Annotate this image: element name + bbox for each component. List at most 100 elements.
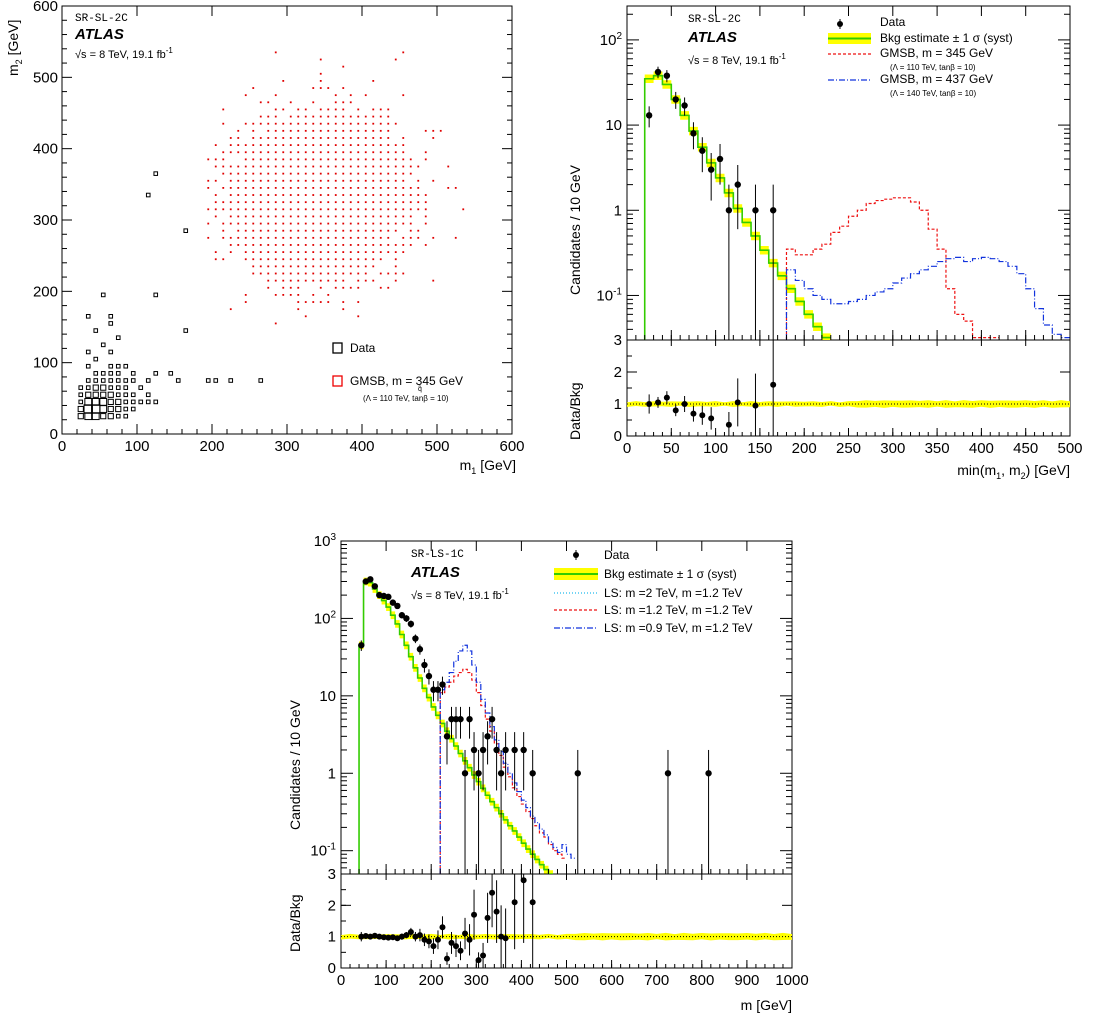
bkg-estimate-line [358,580,553,874]
ratio-point [471,911,478,918]
gmsb-point [327,179,330,182]
gmsb-point [244,301,247,303]
gmsb-point [274,265,277,268]
ratio-point [407,928,414,935]
y-tick-label: 1 [614,202,622,219]
gmsb-point [409,165,412,168]
gmsb-point [334,94,337,97]
gmsb-point [394,122,397,125]
gmsb-point [312,101,315,104]
gmsb-point [357,179,360,182]
ratio-point [453,943,460,950]
gmsb-point [312,265,315,268]
ratio-point [462,930,469,937]
gmsb-point [282,229,285,232]
gmsb-point [297,158,300,161]
gmsb-point [289,286,292,289]
ratio-point [416,932,423,939]
data-point [85,385,91,390]
gmsb-point [282,129,285,132]
gmsb-point [417,179,420,182]
gmsb-point [349,222,352,225]
gmsb-point [387,115,390,118]
gmsb-point [334,258,337,261]
y-tick-label: 102 [600,31,623,49]
data-point [448,715,455,723]
gmsb-point [334,115,337,118]
gmsb-point [244,251,247,253]
gmsb-point [424,201,427,204]
gmsb-point [312,129,315,132]
ratio-point [502,935,509,942]
gmsb-point [289,165,292,168]
gmsb-point [282,201,285,204]
gmsb-point [237,194,240,196]
gmsb-point [304,215,307,218]
gmsb-point [222,165,225,168]
gmsb-point [297,272,300,275]
gmsb-point [402,251,405,253]
gmsb-point [379,137,382,139]
data-point [145,392,151,398]
gmsb-point [304,244,307,246]
gmsb-point [222,151,225,154]
gmsb-point [357,144,360,146]
data-point [769,207,777,214]
legend-note-gmsb-437: (Λ = 140 TeV, tanβ = 10) [890,89,976,98]
y-tick-label: 300 [33,212,58,229]
plot-frame [61,5,513,435]
data-point [107,391,114,398]
x-tick-label: 200 [419,972,444,989]
data-point [502,746,509,754]
gmsb-point [304,179,307,182]
gmsb-point [364,244,367,246]
gmsb-point [312,151,315,154]
gmsb-point [372,187,375,189]
gmsb-point [282,251,285,253]
gmsb-point [357,208,360,211]
legend-label-gmsb-sub: q̃ [418,386,422,393]
gmsb-point [312,158,315,161]
gmsb-point [282,279,285,282]
gmsb-point [379,229,382,232]
gmsb-point [229,151,232,154]
gmsb-point [267,201,270,204]
data-point [100,413,107,420]
gmsb-point [274,172,277,175]
gmsb-point [312,279,315,282]
ratio-y-tick-label: 2 [328,897,336,914]
data-point [690,130,697,137]
x-tick-label: 500 [1057,440,1082,457]
gmsb-point [379,129,382,132]
data-point [100,371,106,376]
data-point [91,398,100,406]
gmsb-point [357,279,360,282]
x-tick-label: 800 [689,972,714,989]
data-point [123,385,129,390]
atlas-label: ATLAS [74,26,124,43]
gmsb-point [379,286,382,289]
data-point [488,715,496,723]
ratio-point [448,939,455,946]
y-tick-label: 10-1 [310,842,336,860]
gmsb-point [424,244,427,246]
data-point [434,686,442,693]
gmsb-point [289,258,292,261]
gmsb-point [282,222,285,225]
x-tick-label: 450 [1013,440,1038,457]
data-point [100,292,106,298]
gmsb-point [402,187,405,189]
gmsb-point [394,215,397,218]
gmsb-point [417,236,420,239]
gmsb-point [274,222,277,225]
gmsb-point [319,258,322,261]
gmsb-point [387,215,390,218]
energy-label: √s = 8 TeV, 19.1 fb-1 [688,52,786,67]
data-point [130,378,136,383]
gmsb-point [364,151,367,154]
data-point [520,746,527,754]
gmsb-point [372,208,375,211]
gmsb-point [342,101,345,104]
data-point [85,349,91,355]
